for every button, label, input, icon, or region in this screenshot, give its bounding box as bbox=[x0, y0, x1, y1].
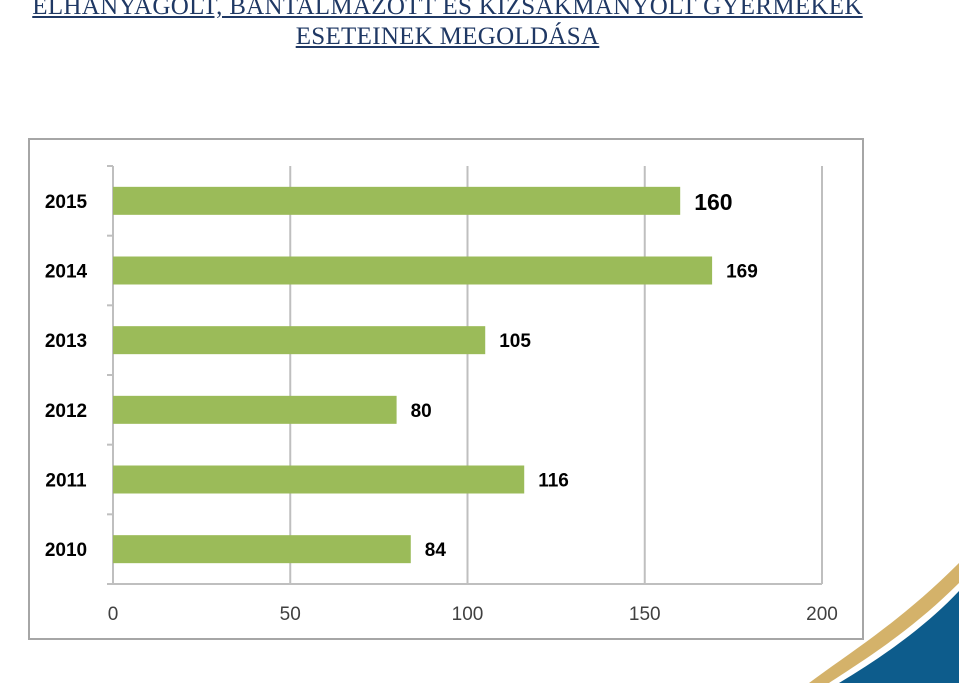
page-title: ELHANYAGOLT, BÁNTALMAZOTT ÉS KIZSÁKMÁNYO… bbox=[0, 0, 959, 60]
data-label: 105 bbox=[499, 331, 531, 352]
category-label: 2012 bbox=[45, 401, 87, 422]
x-tick-label: 100 bbox=[452, 604, 484, 625]
x-tick-label: 200 bbox=[806, 604, 838, 625]
data-label: 160 bbox=[694, 189, 732, 215]
bar bbox=[113, 535, 411, 564]
data-label: 84 bbox=[425, 540, 447, 561]
category-label: 2013 bbox=[45, 331, 87, 352]
data-label: 169 bbox=[726, 262, 758, 283]
bar bbox=[113, 186, 681, 215]
x-tick-label: 0 bbox=[108, 604, 119, 625]
category-label: 2010 bbox=[45, 540, 87, 561]
title-line-1: ELHANYAGOLT, BÁNTALMAZOTT ÉS KIZSÁKMÁNYO… bbox=[32, 0, 863, 20]
category-label: 2015 bbox=[45, 192, 88, 213]
category-label: 2014 bbox=[45, 262, 88, 283]
category-label: 2011 bbox=[45, 471, 87, 492]
x-tick-label: 50 bbox=[280, 604, 301, 625]
bar bbox=[113, 465, 525, 494]
x-tick-label: 150 bbox=[629, 604, 661, 625]
corner-decoration-icon bbox=[809, 563, 959, 683]
title-line-2: ESETEINEK MEGOLDÁSA bbox=[295, 23, 600, 50]
data-label: 116 bbox=[538, 471, 569, 492]
data-label: 80 bbox=[411, 401, 432, 422]
bar bbox=[113, 395, 397, 424]
bar bbox=[113, 326, 486, 355]
bar bbox=[113, 256, 713, 285]
